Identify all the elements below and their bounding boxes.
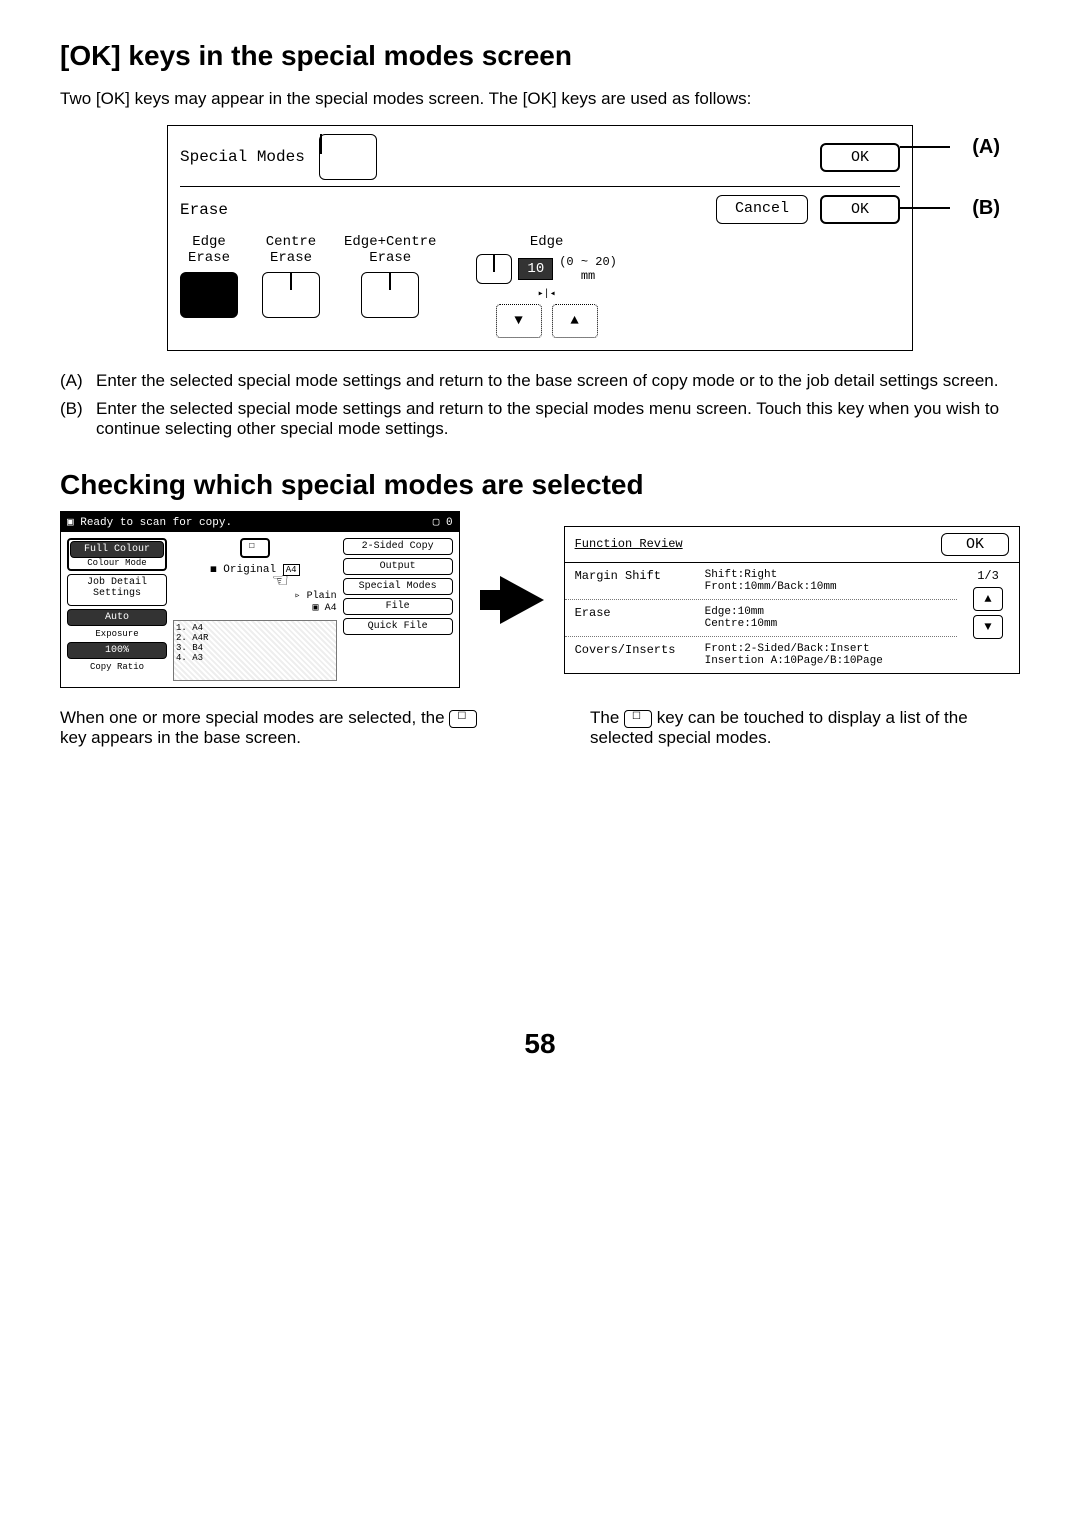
erase-options: Edge Erase Centre Erase Edge+Centre Eras… [180,234,436,338]
review-detail-erase: Edge:10mm Centre:10mm [705,606,947,630]
review-indicator-icon[interactable] [240,538,270,558]
erase-label: Erase [180,201,228,219]
quick-file-button[interactable]: Quick File [343,618,453,635]
paper-a4-label: A4 [325,603,337,614]
cancel-button[interactable]: Cancel [716,195,808,224]
review-row-covers: Covers/Inserts Front:2-Sided/Back:Insert… [565,637,957,673]
review-row-erase: Erase Edge:10mm Centre:10mm [565,600,957,637]
review-down-button[interactable]: ▼ [973,615,1003,639]
tray-diagram: 1. A4 2. A4R 3. B4 4. A3 [173,620,337,681]
review-up-button[interactable]: ▲ [973,587,1003,611]
caption-left: When one or more special modes are selec… [60,708,490,748]
note-b-marker: (B) [60,399,96,439]
callout-b: (B) [972,197,1000,220]
hand-pointer-icon: ☜ [273,566,287,596]
note-a-text: Enter the selected special mode settings… [96,371,998,391]
colour-mode-label: Colour Mode [70,558,164,568]
ok-button-b[interactable]: OK [820,195,900,224]
callout-a: (A) [972,136,1000,159]
special-modes-icon [319,134,377,180]
edge-value: 10 [518,258,553,280]
opt-edgecentre-erase-label: Edge+Centre Erase [344,234,436,266]
arrow-icon [480,576,544,624]
review-page-indicator: 1/3 [977,569,999,583]
review-detail-covers: Front:2-Sided/Back:Insert Insertion A:10… [705,643,947,667]
ratio-button[interactable]: 100% [67,642,167,659]
section-intro: Two [OK] keys may appear in the special … [60,89,1020,109]
edgecentre-erase-icon[interactable] [361,272,419,318]
special-modes-button[interactable]: Special Modes [343,578,453,595]
two-sided-button[interactable]: 2-Sided Copy [343,538,453,555]
centre-erase-icon[interactable] [262,272,320,318]
page-number: 58 [60,1028,1020,1060]
review-label-erase: Erase [575,606,705,630]
section-title-ok-keys: [OK] keys in the special modes screen [60,40,1020,72]
indicator-icon-left [449,710,477,728]
copy-ratio-label: Copy Ratio [67,662,167,672]
notes-list: (A) Enter the selected special mode sett… [60,371,1020,439]
base-screen-panel: ▣ Ready to scan for copy. ▢ 0 Full Colou… [60,511,460,688]
note-a-marker: (A) [60,371,96,391]
auto-button[interactable]: Auto [67,609,167,626]
edge-erase-icon[interactable] [180,272,238,318]
review-ok-button[interactable]: OK [941,533,1009,556]
function-review-panel: Function Review OK Margin Shift Shift:Ri… [564,526,1020,674]
special-modes-panel: Special Modes OK (A) Erase Cancel OK (B)… [167,125,913,351]
indicator-icon-right [624,710,652,728]
review-label-margin: Margin Shift [575,569,705,593]
function-review-header[interactable]: Function Review [575,537,683,551]
caption-right: The key can be touched to display a list… [590,708,1020,748]
opt-edge-erase-label: Edge Erase [180,234,238,266]
review-detail-margin: Shift:Right Front:10mm/Back:10mm [705,569,947,593]
ok-button-a[interactable]: OK [820,143,900,172]
review-row-margin: Margin Shift Shift:Right Front:10mm/Back… [565,563,957,600]
output-button[interactable]: Output [343,558,453,575]
job-detail-button[interactable]: Job Detail Settings [67,574,167,606]
full-colour-button[interactable]: Full Colour [70,541,164,558]
section-title-checking: Checking which special modes are selecte… [60,469,1020,501]
edge-label: Edge [530,234,564,250]
original-label: Original [223,564,276,576]
note-b-text: Enter the selected special mode settings… [96,399,1020,439]
opt-centre-erase-label: Centre Erase [262,234,320,266]
increase-button[interactable] [552,304,598,338]
base-screen-status: ▣ Ready to scan for copy. [67,515,232,529]
edge-preview-icon [476,254,512,284]
decrease-button[interactable] [496,304,542,338]
base-screen-count: ▢ 0 [433,515,453,529]
edge-range: (0 ~ 20)mm [559,255,617,283]
ruler-icon: ▸|◂ [538,288,556,300]
exposure-label: Exposure [67,629,167,639]
file-button[interactable]: File [343,598,453,615]
review-label-covers: Covers/Inserts [575,643,705,667]
paper-plain-label: Plain [307,591,337,602]
edge-width-panel: Edge 10 (0 ~ 20)mm ▸|◂ [476,234,616,338]
special-modes-label: Special Modes [180,148,305,166]
